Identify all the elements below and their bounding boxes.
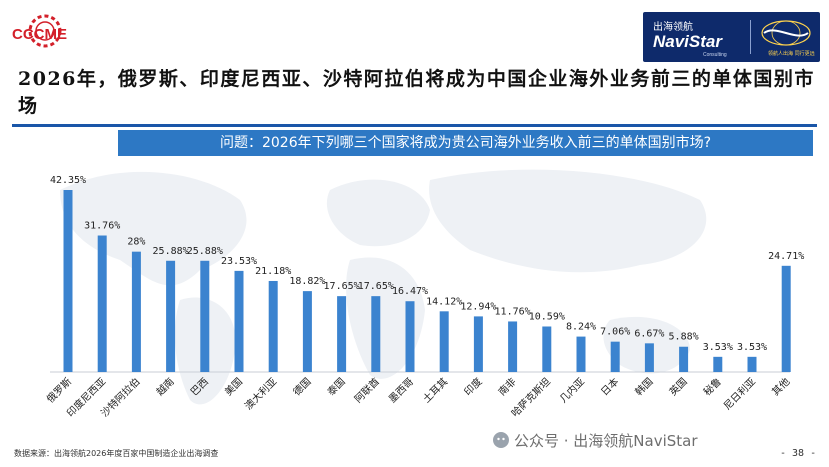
brand-cn: 出海领航 xyxy=(653,22,693,33)
data-label: 25.88% xyxy=(187,246,223,257)
question-banner: 问题：2026年下列哪三个国家将成为贵公司海外业务收入前三的单体国别市场? xyxy=(118,130,813,156)
category-label: 尼日利亚 xyxy=(721,376,758,413)
bar xyxy=(713,356,723,372)
data-label: 5.88% xyxy=(669,332,699,343)
brand-tagline: 领航人出海 同行更远 xyxy=(768,51,815,57)
data-label: 3.53% xyxy=(737,342,767,353)
category-label: 美国 xyxy=(222,375,245,398)
category-label: 巴西 xyxy=(188,376,211,399)
data-label: 12.94% xyxy=(460,301,496,312)
data-label: 31.76% xyxy=(84,221,120,232)
page-number: - 38 - xyxy=(780,448,817,459)
brand-divider xyxy=(750,20,751,54)
page-title: 2026年，俄罗斯、印度尼西亚、沙特阿拉伯将成为中国企业海外业务前三的单体国别市… xyxy=(18,68,815,117)
navistar-logo: 出海领航 NaviStar Consulting 领航人出海 同行更远 xyxy=(643,12,820,62)
bar xyxy=(405,301,415,372)
data-label: 14.12% xyxy=(426,296,462,307)
title-rule xyxy=(12,124,817,127)
bar xyxy=(508,321,518,372)
bar xyxy=(302,291,312,372)
bar xyxy=(644,343,654,372)
data-label: 21.18% xyxy=(255,266,291,277)
category-label: 韩国 xyxy=(632,375,655,398)
bar xyxy=(747,356,757,372)
category-label: 土耳其 xyxy=(420,375,450,405)
category-label: 其他 xyxy=(769,375,792,398)
bar xyxy=(97,235,107,372)
data-label: 16.47% xyxy=(392,286,428,297)
wechat-icon xyxy=(493,432,509,448)
data-label: 17.65% xyxy=(358,281,394,292)
bar xyxy=(166,260,176,372)
bar xyxy=(268,280,278,372)
data-label: 10.59% xyxy=(529,311,565,322)
data-label: 11.76% xyxy=(495,306,531,317)
bar xyxy=(371,296,381,372)
cccme-logo-text: CCCME xyxy=(12,26,67,43)
category-label: 德国 xyxy=(290,375,313,398)
category-label: 几内亚 xyxy=(557,375,587,405)
data-source-note: 数据来源：出海领航2026年度百家中国制造企业出海调查 xyxy=(14,449,219,458)
data-label: 23.53% xyxy=(221,256,257,267)
data-label: 6.67% xyxy=(634,328,664,339)
category-label: 墨西哥 xyxy=(386,376,416,406)
data-label: 42.35% xyxy=(50,175,86,186)
data-label: 7.06% xyxy=(600,327,630,338)
bar xyxy=(63,190,73,372)
data-label: 24.71% xyxy=(768,251,804,262)
category-label: 秘鲁 xyxy=(701,375,724,398)
category-label: 泰国 xyxy=(324,375,347,398)
data-label: 8.24% xyxy=(566,322,596,333)
bar xyxy=(200,260,210,372)
bar xyxy=(610,341,620,372)
bar xyxy=(679,346,689,372)
bar xyxy=(781,265,791,372)
cccme-logo xyxy=(28,14,62,48)
data-label: 28% xyxy=(127,237,145,248)
data-label: 17.65% xyxy=(324,281,360,292)
bar xyxy=(337,296,347,372)
category-label: 印度 xyxy=(461,375,484,398)
world-map-background xyxy=(60,169,707,405)
category-label: 阿联酋 xyxy=(352,375,382,405)
data-label: 3.53% xyxy=(703,342,733,353)
brand-en: NaviStar xyxy=(653,32,722,51)
category-label: 英国 xyxy=(666,375,689,398)
brand-sub: Consulting xyxy=(703,52,727,58)
bar xyxy=(542,326,552,372)
category-label: 澳大利亚 xyxy=(242,375,279,412)
category-label: 俄罗斯 xyxy=(44,375,74,405)
globe-icon xyxy=(761,20,811,46)
category-label: 越南 xyxy=(153,375,176,398)
category-label: 南非 xyxy=(495,375,518,398)
data-label: 25.88% xyxy=(153,246,189,257)
category-label: 日本 xyxy=(598,375,621,398)
bar xyxy=(439,311,449,372)
watermark: 公众号 · 出海领航NaviStar xyxy=(514,432,698,450)
data-label: 18.82% xyxy=(289,276,325,287)
bar xyxy=(131,251,141,372)
bar xyxy=(576,336,586,372)
bar xyxy=(234,270,244,372)
bar xyxy=(473,316,483,372)
